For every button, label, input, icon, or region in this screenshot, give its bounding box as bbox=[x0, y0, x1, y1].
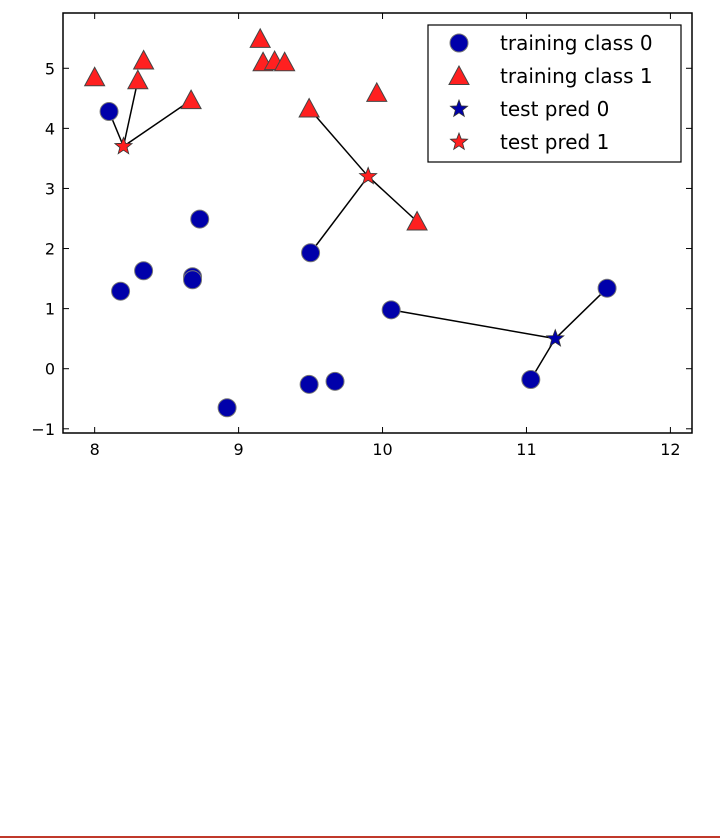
data-points bbox=[83, 27, 617, 418]
x-tick-label: 11 bbox=[516, 440, 536, 459]
training-class-0-point bbox=[111, 281, 131, 301]
neighbor-line bbox=[391, 309, 556, 340]
training-class-1-point bbox=[406, 210, 428, 231]
legend-marker-test-pred-1 bbox=[449, 131, 469, 151]
neighbor-line bbox=[309, 175, 369, 254]
plot-frame bbox=[62, 12, 693, 434]
test-pred-1-point bbox=[358, 166, 378, 185]
y-tick-label: −1 bbox=[31, 420, 55, 439]
legend-label-training-class-0: training class 0 bbox=[500, 31, 653, 55]
training-class-0-point bbox=[521, 370, 541, 390]
training-class-0-point bbox=[299, 374, 319, 394]
training-class-1-point bbox=[132, 49, 155, 70]
legend-marker-training-class-1 bbox=[448, 64, 470, 85]
legend-marker-test-pred-0 bbox=[449, 98, 469, 118]
training-class-0-point bbox=[183, 270, 203, 290]
neighbor-line bbox=[554, 287, 608, 340]
x-tick-label: 12 bbox=[660, 440, 680, 459]
training-class-0-point bbox=[134, 261, 154, 281]
training-class-0-point bbox=[190, 209, 210, 229]
training-class-0-point bbox=[301, 243, 321, 263]
bottom-rule bbox=[0, 836, 720, 838]
training-class-0-point bbox=[325, 371, 345, 391]
test-pred-0-point bbox=[545, 328, 565, 347]
x-tick-label: 10 bbox=[372, 440, 392, 459]
y-tick-label: 2 bbox=[45, 240, 55, 259]
neighbor-line bbox=[367, 175, 418, 223]
training-class-1-point bbox=[127, 69, 149, 90]
training-class-1-point bbox=[298, 97, 320, 118]
legend-label-test-pred-1: test pred 1 bbox=[500, 130, 609, 154]
training-class-1-point bbox=[249, 27, 272, 48]
x-tick-label: 9 bbox=[234, 440, 244, 459]
y-tick-label: 4 bbox=[45, 119, 55, 138]
test-pred-1-point bbox=[113, 136, 134, 155]
training-class-0-point bbox=[99, 102, 119, 122]
training-class-0-point bbox=[381, 300, 401, 320]
training-class-1-point bbox=[365, 81, 388, 102]
y-tick-label: 1 bbox=[45, 300, 55, 319]
y-tick-label: 3 bbox=[45, 179, 55, 198]
training-class-1-point bbox=[273, 51, 296, 72]
training-class-1-point bbox=[180, 89, 202, 110]
y-tick-label: 5 bbox=[45, 59, 55, 78]
training-class-0-point bbox=[217, 398, 237, 418]
legend: training class 0 training class 1 test pre… bbox=[427, 24, 682, 163]
legend-label-test-pred-0: test pred 0 bbox=[500, 97, 609, 121]
legend-label-training-class-1: training class 1 bbox=[500, 64, 653, 88]
neighbor-line bbox=[123, 99, 192, 148]
y-tick-label: 0 bbox=[45, 360, 55, 379]
neighbor-line bbox=[122, 80, 139, 147]
training-class-0-point bbox=[597, 278, 617, 298]
x-tick-label: 8 bbox=[90, 440, 100, 459]
legend-box bbox=[427, 24, 682, 163]
neighbor-line bbox=[308, 108, 369, 177]
legend-marker-training-class-0 bbox=[449, 33, 469, 53]
training-class-1-point bbox=[83, 66, 106, 87]
